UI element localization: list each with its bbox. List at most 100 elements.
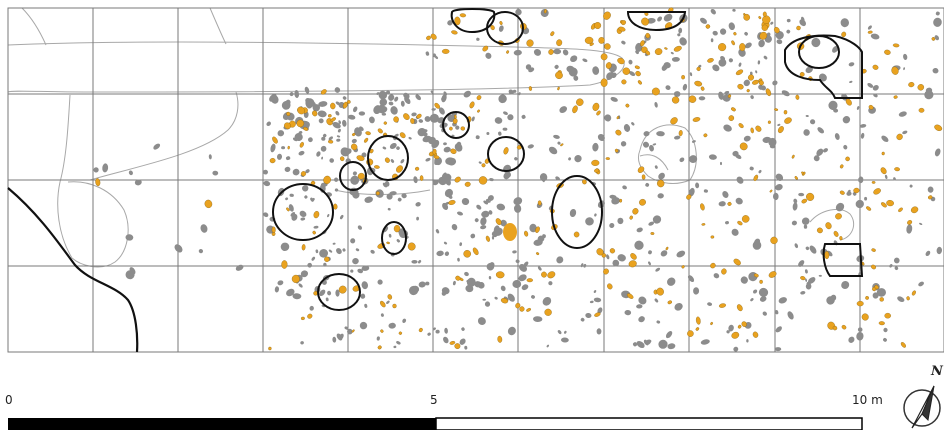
artifact bbox=[407, 242, 416, 251]
stone bbox=[443, 146, 451, 153]
stone bbox=[772, 80, 778, 86]
stone bbox=[451, 223, 458, 231]
stone bbox=[843, 144, 848, 150]
stone bbox=[628, 59, 633, 65]
stone bbox=[311, 197, 315, 202]
stone bbox=[302, 185, 309, 192]
artifact bbox=[524, 230, 529, 237]
stone bbox=[872, 84, 879, 91]
stone bbox=[346, 148, 352, 154]
stone bbox=[277, 280, 284, 286]
stone bbox=[596, 328, 602, 335]
artifact bbox=[598, 37, 605, 44]
stone bbox=[503, 172, 511, 180]
stone bbox=[743, 79, 750, 87]
artifact bbox=[499, 21, 503, 25]
artifact bbox=[269, 158, 276, 164]
artifact bbox=[594, 22, 602, 29]
stone bbox=[274, 286, 280, 293]
stone bbox=[513, 204, 522, 213]
artifact bbox=[795, 94, 800, 100]
stone bbox=[466, 279, 470, 283]
artifact bbox=[556, 39, 563, 47]
stone bbox=[359, 321, 368, 330]
artifact bbox=[791, 154, 795, 159]
stone bbox=[687, 275, 695, 283]
stone bbox=[775, 173, 784, 181]
stone bbox=[805, 278, 808, 282]
stone bbox=[703, 189, 708, 193]
artifact bbox=[584, 36, 594, 44]
stone bbox=[521, 284, 529, 291]
artifact bbox=[591, 159, 600, 166]
stone bbox=[744, 32, 748, 36]
stone bbox=[311, 256, 316, 261]
stone bbox=[328, 136, 333, 141]
stone bbox=[357, 268, 364, 274]
stone bbox=[396, 146, 400, 150]
stone bbox=[818, 274, 822, 277]
stone bbox=[386, 300, 390, 304]
stone bbox=[801, 16, 805, 23]
artifact bbox=[841, 31, 847, 38]
stone bbox=[370, 249, 375, 254]
artifact bbox=[416, 113, 422, 119]
artifact bbox=[681, 75, 685, 80]
stone bbox=[805, 114, 809, 118]
stone bbox=[580, 263, 584, 268]
artifact bbox=[640, 40, 645, 47]
stone bbox=[769, 145, 775, 149]
stone bbox=[289, 92, 294, 97]
stone bbox=[514, 157, 518, 161]
stone bbox=[883, 338, 887, 342]
stone bbox=[787, 311, 794, 320]
artifact bbox=[497, 335, 503, 343]
stone bbox=[350, 238, 356, 244]
stone bbox=[289, 193, 294, 197]
stone bbox=[654, 165, 658, 169]
artifact bbox=[870, 264, 877, 270]
artifact bbox=[773, 26, 780, 34]
stone bbox=[337, 128, 341, 133]
stone bbox=[884, 174, 888, 180]
stone bbox=[749, 71, 753, 76]
stone bbox=[553, 48, 562, 55]
stone bbox=[793, 198, 798, 204]
artifact bbox=[731, 40, 735, 46]
stone bbox=[471, 116, 475, 122]
stone bbox=[679, 157, 685, 163]
stone bbox=[433, 108, 436, 111]
stone bbox=[386, 90, 391, 95]
artifact bbox=[582, 179, 587, 185]
stone bbox=[643, 131, 650, 137]
stone bbox=[610, 96, 618, 102]
artifact bbox=[911, 290, 916, 296]
artifacts-layer bbox=[95, 7, 943, 351]
artifact bbox=[759, 279, 763, 284]
feature-pit-1 bbox=[450, 8, 496, 34]
stone bbox=[611, 197, 620, 205]
stone bbox=[712, 64, 720, 72]
stone bbox=[425, 51, 430, 56]
stone bbox=[381, 112, 387, 116]
feature-pit-10 bbox=[272, 183, 334, 241]
artifact bbox=[477, 109, 480, 113]
stone bbox=[441, 291, 447, 296]
artifact bbox=[460, 126, 465, 131]
stone bbox=[849, 80, 853, 83]
artifact bbox=[528, 86, 532, 91]
artifact bbox=[600, 78, 608, 87]
stone bbox=[382, 146, 387, 150]
stone bbox=[842, 116, 851, 124]
stone bbox=[93, 167, 99, 173]
artifact bbox=[544, 308, 552, 316]
stone bbox=[859, 124, 867, 128]
artifact bbox=[557, 86, 560, 91]
artifact bbox=[519, 306, 525, 312]
stone bbox=[688, 187, 695, 197]
artifact bbox=[845, 98, 852, 106]
stone bbox=[881, 135, 889, 142]
stone bbox=[710, 38, 714, 43]
stone bbox=[811, 37, 821, 48]
stone bbox=[498, 25, 504, 32]
